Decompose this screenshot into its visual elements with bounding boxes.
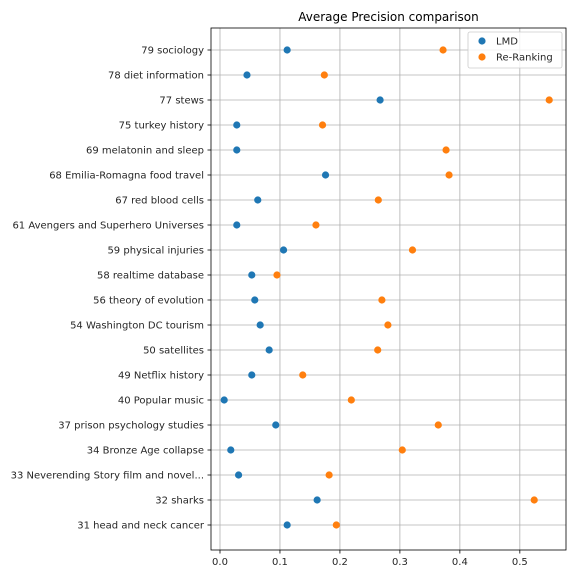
y-tick-label: 61 Avengers and Superhero Universes [12,221,204,232]
data-point [530,496,538,504]
data-point [279,246,288,254]
data-point [445,171,453,179]
data-point [408,246,417,254]
data-point [347,396,355,404]
legend-label: LMD [496,37,518,48]
y-tick-label: 79 sociology [141,46,204,57]
data-point [439,46,447,54]
y-tick-label: 37 prison psychology studies [58,421,204,432]
y-tick-label: 68 Emilia-Romagna food travel [49,171,204,182]
data-point [248,271,256,279]
data-point [378,296,386,304]
y-tick-label: 34 Bronze Age collapse [87,446,204,457]
plot-frame [210,27,567,551]
series-lmd [220,46,384,529]
y-tick-label: 59 physical injuries [107,246,204,257]
y-tick-label: 69 melatonin and sleep [86,146,204,157]
y-tick-label: 54 Washington DC tourism [70,321,204,332]
data-point [312,221,320,229]
legend: LMD Re-Ranking [467,31,563,69]
series-re-ranking [273,46,553,529]
data-point [220,396,228,404]
x-tick-label: 0.5 [512,557,528,568]
y-tick-label: 75 turkey history [119,121,204,132]
data-point [374,196,382,204]
data-point [233,146,241,154]
data-point [248,371,256,379]
x-tick-label: 0.3 [392,557,408,568]
legend-marker [478,37,486,45]
x-tick-label: 0.2 [332,557,348,568]
data-point [299,371,307,379]
grid-lines [211,28,566,550]
data-point [233,221,241,229]
data-point [254,196,262,204]
data-point [398,446,406,454]
data-point [376,96,384,104]
data-point [283,521,291,529]
data-point [256,321,264,329]
y-tick-label: 67 red blood cells [115,196,204,207]
data-point [545,96,553,104]
data-point [325,471,333,479]
legend-box [467,31,563,69]
x-axis: 0.0 0.1 0.2 0.3 0.4 0.5 [212,550,528,568]
data-point [273,271,281,279]
data-point [332,521,340,529]
y-tick-label: 77 stews [159,96,204,107]
legend-marker [478,53,486,61]
data-point [321,171,330,179]
data-point [318,121,327,129]
data-point [227,446,235,454]
legend-label: Re-Ranking [496,53,553,64]
data-point [272,421,280,429]
data-point [234,471,243,479]
data-points [220,46,553,529]
y-axis: 79 sociology 78 diet information 77 stews 7… [11,46,211,532]
y-tick-label: 33 Neverending Story film and novel... [11,471,204,482]
data-point [265,346,273,354]
x-tick-label: 0.1 [272,557,288,568]
data-point [313,496,321,504]
data-point [251,296,259,304]
data-point [243,71,251,79]
y-tick-label: 56 theory of evolution [93,296,204,307]
data-point [320,71,328,79]
y-tick-label: 32 sharks [155,496,204,507]
y-tick-label: 58 realtime database [97,271,204,282]
x-tick-label: 0.0 [212,557,228,568]
x-tick-label: 0.4 [452,557,468,568]
y-tick-label: 50 satellites [143,346,204,357]
data-point [283,46,291,54]
data-point [374,346,382,354]
data-point [233,121,241,129]
y-tick-label: 31 head and neck cancer [77,521,205,532]
y-tick-label: 78 diet information [108,71,204,82]
data-point [434,421,442,429]
data-point [442,146,450,154]
chart-title: Average Precision comparison [298,10,479,24]
data-point [384,321,392,329]
y-tick-label: 40 Popular music [118,396,204,407]
y-tick-label: 49 Netflix history [118,371,204,382]
